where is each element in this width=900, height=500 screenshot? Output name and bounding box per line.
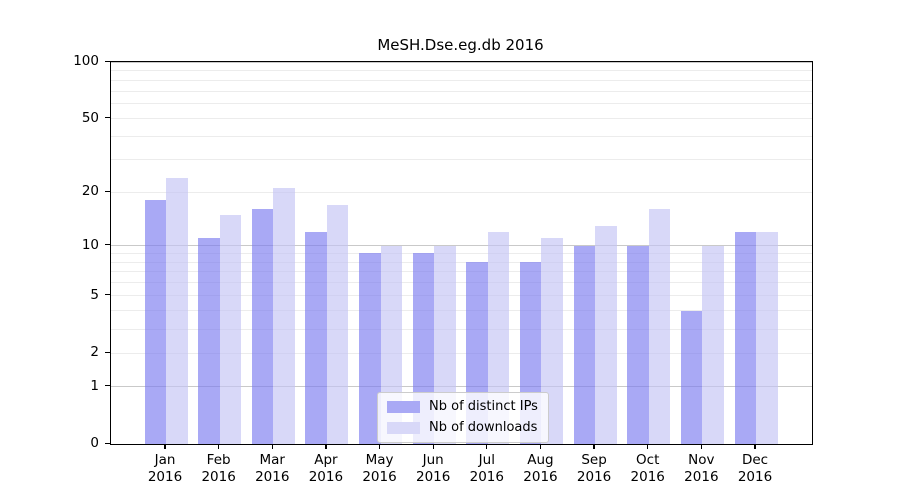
- x-tick-mark: [378, 444, 381, 450]
- legend-swatch-distinct-ips: [387, 401, 420, 413]
- x-tick-label: Jan 2016: [147, 452, 183, 485]
- gridline-minor: [111, 103, 812, 105]
- gridline-minor: [111, 252, 812, 254]
- x-tick-label: Feb 2016: [201, 452, 236, 485]
- x-tick-mark: [593, 444, 595, 450]
- y-tick-mark: [105, 351, 110, 353]
- bar-downloads: [648, 209, 671, 444]
- bar-downloads: [487, 231, 510, 444]
- x-tick-mark: [647, 444, 649, 450]
- gridline-major: [111, 386, 812, 388]
- bar-distinct-ips: [251, 209, 274, 444]
- bar-distinct-ips: [680, 310, 703, 444]
- x-tick-mark: [486, 444, 488, 450]
- gridline-minor: [111, 295, 812, 297]
- bar-distinct-ips: [144, 200, 166, 444]
- bar-distinct-ips: [198, 238, 220, 444]
- bar-distinct-ips: [627, 245, 649, 444]
- bar-downloads: [595, 225, 617, 444]
- y-tick-mark: [105, 294, 110, 296]
- legend-swatch-downloads: [387, 422, 420, 434]
- y-tick-label: 0: [90, 435, 99, 451]
- x-tick-label: Nov 2016: [684, 452, 719, 485]
- gridline-minor: [111, 90, 812, 92]
- x-tick-label: Jun 2016: [415, 452, 451, 485]
- x-tick-label: Jul 2016: [469, 452, 504, 485]
- x-tick-mark: [539, 444, 542, 450]
- x-tick-mark: [164, 444, 166, 450]
- gridline-minor: [111, 328, 812, 330]
- y-tick-mark: [105, 117, 110, 119]
- y-tick-label: 100: [73, 53, 99, 69]
- x-tick-mark: [432, 444, 434, 450]
- bar-distinct-ips: [305, 231, 327, 444]
- x-tick-mark: [700, 444, 702, 450]
- gridline-minor: [111, 352, 812, 354]
- legend: Nb of distinct IPs Nb of downloads: [377, 392, 549, 443]
- x-tick-label: May 2016: [362, 452, 397, 485]
- legend-label-distinct-ips: Nb of distinct IPs: [429, 399, 538, 414]
- bar-distinct-ips: [359, 253, 381, 444]
- gridline-major: [111, 245, 812, 247]
- x-tick-label: Sep 2016: [576, 452, 612, 485]
- y-tick-mark: [105, 442, 110, 444]
- x-tick-label: Mar 2016: [255, 452, 290, 485]
- gridline-minor: [111, 159, 812, 161]
- legend-label-downloads: Nb of downloads: [429, 420, 538, 435]
- y-tick-mark: [105, 385, 110, 387]
- gridline-minor: [111, 191, 812, 193]
- gridline-minor: [111, 271, 812, 273]
- y-tick-label: 20: [81, 183, 99, 199]
- bar-downloads: [166, 177, 188, 444]
- gridline-minor: [111, 136, 812, 138]
- y-tick-label: 50: [81, 109, 99, 126]
- bar-downloads: [273, 188, 295, 444]
- bar-downloads: [326, 204, 349, 444]
- legend-item-distinct-ips: Nb of distinct IPs: [387, 400, 538, 414]
- x-tick-mark: [271, 444, 273, 450]
- y-tick-mark: [105, 60, 110, 62]
- x-tick-label: Aug 2016: [523, 452, 558, 485]
- bar-downloads: [219, 214, 242, 444]
- gridline-minor: [111, 310, 812, 312]
- gridline-minor: [111, 118, 812, 120]
- y-tick-mark: [105, 190, 110, 192]
- gridline-major: [111, 61, 812, 63]
- bar-distinct-ips: [573, 245, 596, 444]
- gridline-minor: [111, 79, 812, 81]
- gridline-minor: [111, 70, 812, 72]
- bar-downloads: [702, 245, 724, 444]
- y-tick-mark: [105, 244, 110, 246]
- x-tick-label: Apr 2016: [308, 452, 344, 485]
- y-tick-label: 2: [90, 344, 99, 361]
- x-tick-mark: [325, 444, 327, 450]
- legend-item-downloads: Nb of downloads: [387, 421, 538, 435]
- x-tick-mark: [754, 444, 756, 450]
- gridline-minor: [111, 261, 812, 263]
- y-tick-label: 10: [81, 236, 99, 253]
- chart-title: MeSH.Dse.eg.db 2016: [377, 36, 544, 54]
- gridline-minor: [111, 282, 812, 284]
- bar-downloads: [756, 231, 778, 444]
- bar-distinct-ips: [734, 231, 756, 444]
- y-tick-label: 1: [90, 377, 99, 394]
- x-tick-mark: [217, 444, 220, 450]
- x-tick-label: Oct 2016: [630, 452, 665, 485]
- plot-area: Nb of distinct IPs Nb of downloads: [110, 61, 813, 445]
- y-tick-label: 5: [90, 286, 99, 303]
- x-tick-label: Dec 2016: [737, 452, 773, 485]
